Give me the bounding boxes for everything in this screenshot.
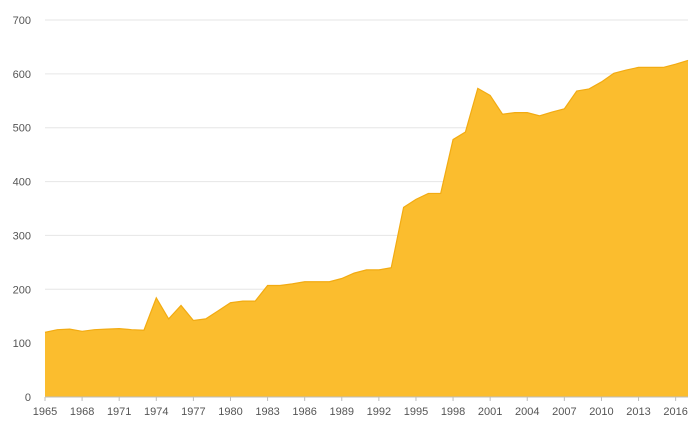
x-tick-label: 2001 xyxy=(478,406,502,418)
x-tick-label: 1989 xyxy=(330,406,354,418)
y-tick-label: 400 xyxy=(13,177,31,189)
x-tick-label: 1992 xyxy=(367,406,391,418)
area-outline xyxy=(44,59,689,333)
y-tick-label: 200 xyxy=(13,284,31,296)
x-tick-label: 1977 xyxy=(181,406,205,418)
y-tick-label: 100 xyxy=(13,338,31,350)
x-tick-label: 1983 xyxy=(255,406,279,418)
x-axis: 1965 1968 1971 1974 1977 1980 1983 1986 1989 1992… xyxy=(33,396,688,418)
x-tick-label: 1980 xyxy=(218,406,242,418)
x-tick-label: 1965 xyxy=(33,406,57,418)
grid-lines xyxy=(45,19,688,344)
x-tick-label: 2007 xyxy=(552,406,576,418)
x-tick-label: 1974 xyxy=(144,406,168,418)
y-tick-label: 600 xyxy=(13,69,31,81)
x-tick-label: 1971 xyxy=(107,406,131,418)
x-tick-label: 1968 xyxy=(70,406,94,418)
y-tick-label: 300 xyxy=(13,230,31,242)
x-tick-label: 1986 xyxy=(292,406,316,418)
y-tick-label: 500 xyxy=(13,123,31,135)
x-tick-label: 2016 xyxy=(663,406,687,418)
x-tick-label: 2004 xyxy=(515,406,539,418)
x-tick-label: 1995 xyxy=(404,406,428,418)
x-tick-label: 2010 xyxy=(589,406,613,418)
x-tick-label: 1998 xyxy=(441,406,465,418)
data-series xyxy=(44,59,689,398)
y-tick-label: 0 xyxy=(25,392,31,404)
y-axis: 0 100 200 300 400 500 600 700 xyxy=(13,15,31,404)
area-fill xyxy=(45,60,688,398)
x-tick-label: 2013 xyxy=(626,406,650,418)
y-tick-label: 700 xyxy=(13,15,31,27)
